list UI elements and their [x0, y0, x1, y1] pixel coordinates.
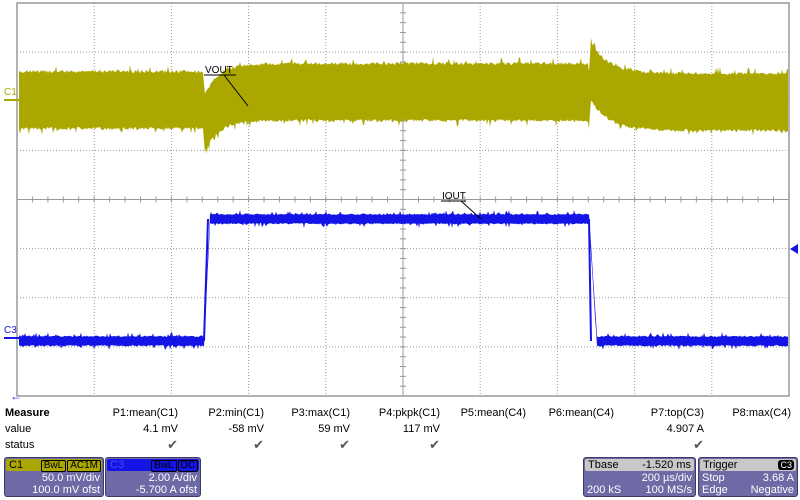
trigger-level: 3.68 A — [762, 472, 794, 484]
trigger-type: Edge — [702, 484, 728, 496]
param-header-p4[interactable]: P4:pkpk(C1) — [378, 407, 440, 419]
param-value-p4: 117 mV — [402, 423, 440, 435]
c1-scale: 50.0 mV/div — [41, 472, 100, 484]
param-header-p8[interactable]: P8:max(C4) — [732, 407, 791, 419]
waveform-display[interactable]: VOUT IOUT C1 C3 ← — [0, 0, 800, 403]
waveform-grid: VOUT IOUT — [16, 2, 790, 397]
timebase-sample-rate: 100 MS/s — [645, 484, 692, 496]
timebase-header: Tbase -1.520 ms — [585, 459, 694, 471]
param-value-p1: 4.1 mV — [143, 423, 178, 435]
param-header-p5[interactable]: P5:mean(C4) — [460, 407, 526, 419]
param-header-p7[interactable]: P7:top(C3) — [650, 407, 704, 419]
c1-offset: 100.0 mV ofst — [32, 484, 100, 496]
trigger-source-badge: C3 — [778, 460, 794, 470]
c3-channel-panel[interactable]: C3 BwL DC 2.00 A/div -5.700 A ofst — [105, 457, 201, 497]
c1-panel-header: C1 BwL AC1M — [6, 459, 102, 472]
timebase-scale: 200 µs/div — [641, 472, 692, 484]
timebase-samples: 200 kS — [587, 484, 622, 496]
trigger-header: Trigger C3 — [700, 459, 796, 471]
c3-marker-label: C3 — [4, 325, 17, 336]
value-row-label: value — [5, 423, 32, 435]
timebase-delay: -1.520 ms — [642, 459, 691, 471]
c3-coupling-tag: DC — [177, 460, 198, 472]
c1-marker-label: C1 — [4, 87, 17, 98]
c1-bwl-tag: BwL — [40, 460, 67, 472]
trigger-slope: Negative — [750, 484, 794, 496]
param-header-p1[interactable]: P1:mean(C1) — [112, 407, 178, 419]
trigger-mode: Stop — [702, 472, 725, 484]
param-value-p7: 4.907 A — [666, 423, 704, 435]
measure-title: Measure — [5, 407, 50, 419]
timebase-label: Tbase — [588, 459, 619, 471]
trigger-position-left-arrow-icon[interactable]: ← — [10, 389, 22, 403]
status-check-icon: ✔ — [167, 437, 178, 452]
c3-offset: -5.700 A ofst — [135, 484, 197, 496]
c1-coupling-tag: AC1M — [67, 460, 101, 472]
status-row-label: status — [5, 439, 35, 451]
status-check-icon: ✔ — [429, 437, 440, 452]
c1-channel-panel[interactable]: C1 BwL AC1M 50.0 mV/div 100.0 mV ofst — [4, 457, 104, 497]
param-value-p3: 59 mV — [318, 423, 350, 435]
c3-panel-header: C3 BwL DC — [107, 459, 199, 472]
c3-name: C3 — [110, 459, 125, 471]
vout-annotation: VOUT — [205, 65, 233, 76]
status-check-icon: ✔ — [693, 437, 704, 452]
param-header-p2[interactable]: P2:min(C1) — [208, 407, 264, 419]
status-check-icon: ✔ — [339, 437, 350, 452]
trigger-label: Trigger — [703, 459, 738, 471]
iout-annotation: IOUT — [442, 191, 466, 202]
status-check-icon: ✔ — [253, 437, 264, 452]
c3-bwl-tag: BwL — [151, 460, 177, 472]
timebase-panel[interactable]: Tbase -1.520 ms 200 µs/div 200 kS 100 MS… — [583, 457, 696, 497]
param-header-p6[interactable]: P6:mean(C4) — [548, 407, 614, 419]
trigger-level-arrow-icon[interactable] — [790, 244, 798, 254]
c3-scale: 2.00 A/div — [148, 472, 197, 484]
measure-table: Measure P1:mean(C1) P2:min(C1) P3:max(C1… — [0, 405, 800, 453]
c1-ground-marker[interactable]: C1 — [4, 87, 20, 101]
c1-name: C1 — [9, 459, 24, 471]
trigger-panel[interactable]: Trigger C3 Stop 3.68 A Edge Negative — [698, 457, 798, 497]
param-header-p3[interactable]: P3:max(C1) — [291, 407, 350, 419]
c3-ground-marker[interactable]: C3 — [4, 325, 20, 339]
param-value-p2: -58 mV — [228, 423, 264, 435]
